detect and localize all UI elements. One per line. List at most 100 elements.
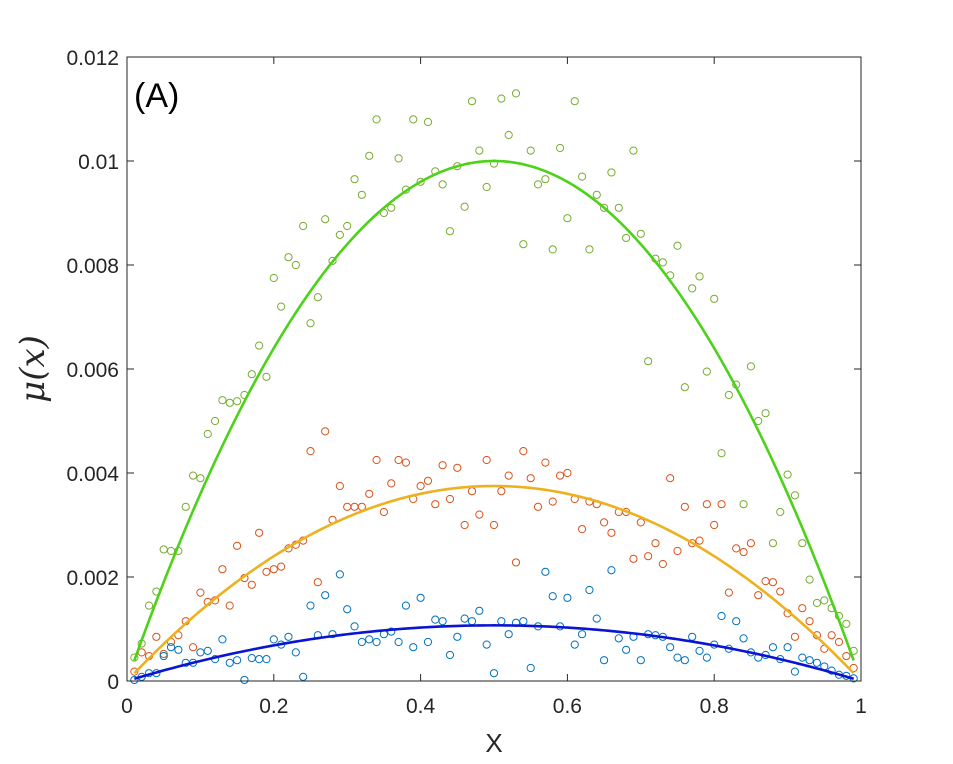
green-markers-point [658, 258, 667, 267]
red-markers-point [497, 487, 506, 496]
blue-markers-point [783, 643, 792, 652]
blue-markers-point [739, 634, 748, 643]
blue-markers-point [790, 667, 800, 676]
red-markers [130, 427, 858, 676]
green-markers-point [622, 233, 631, 243]
green-markers-point [350, 175, 359, 184]
red-markers-point [827, 631, 836, 640]
blue-markers-point [159, 651, 168, 661]
blue-markers-point [636, 656, 645, 665]
blue-markers-point [600, 656, 609, 665]
blue-markers-point [130, 675, 139, 685]
green-markers-point [438, 180, 447, 189]
green-markers-point [541, 175, 550, 184]
red-markers-point [717, 500, 726, 509]
x-tick-label: 0.4 [406, 695, 436, 718]
x-axis-label: X [485, 728, 502, 758]
x-tick-label: 0.6 [553, 695, 582, 718]
green-markers-point [387, 203, 396, 212]
green-markers-point [482, 182, 491, 192]
blue-markers-point [695, 646, 704, 655]
green-markers-point [680, 383, 689, 392]
green-markers-point [776, 507, 785, 517]
x-tick-label: 0.2 [259, 695, 288, 718]
blue-markers-point [357, 637, 366, 647]
green-markers-point [798, 539, 807, 548]
blue-markers-point [299, 672, 308, 681]
red-markers-point [636, 518, 645, 527]
green-markers-point [181, 502, 190, 511]
green-markers-point [636, 229, 645, 238]
green-markers-point [284, 253, 293, 262]
blue-markers-point [218, 635, 227, 644]
green-markers-point [614, 203, 623, 212]
green-markers-point [842, 619, 851, 628]
red-markers-point [475, 510, 484, 519]
red-markers-point [401, 458, 411, 467]
blue-markers-point [262, 655, 271, 664]
red-markers-point [188, 643, 198, 652]
red-markers-point [563, 468, 572, 478]
red-markers-point [379, 507, 388, 517]
green-curve [133, 159, 855, 661]
green-markers-point [299, 221, 308, 231]
green-markers-point [475, 146, 484, 155]
green-markers-point [577, 172, 587, 181]
green-markers-point [519, 240, 528, 249]
red-markers-point [533, 502, 543, 511]
blue-markers-point [702, 653, 711, 662]
red-markers-point [247, 580, 256, 589]
blue-markers-point [174, 645, 183, 654]
red-markers-point [688, 539, 697, 548]
blue-markers-point [335, 570, 344, 579]
red-markers-point [739, 547, 748, 557]
red-markers-point [255, 528, 264, 537]
blue-markers-point [504, 630, 513, 639]
green-markers-point [445, 227, 455, 236]
red-markers-point [658, 559, 667, 569]
blue-markers-point [240, 675, 249, 685]
red-markers-point [269, 565, 278, 574]
green-markers-point [710, 294, 719, 303]
green-markers-point [357, 190, 366, 199]
red-markers-point [519, 447, 528, 456]
red-markers-point [196, 588, 205, 597]
red-markers-point [746, 539, 756, 548]
blue-markers-point [768, 643, 778, 652]
green-markers-point [255, 341, 264, 350]
blue-markers-point [666, 643, 675, 652]
red-markers-point [673, 546, 682, 556]
green-markers-point [629, 146, 638, 155]
blue-markers-point [453, 632, 462, 641]
blue-markers-point [592, 614, 601, 623]
green-markers-point [761, 409, 770, 418]
blue-markers-point [585, 585, 594, 595]
blue-markers-point [423, 637, 433, 647]
green-markers-point [467, 97, 477, 106]
blue-markers-point [526, 663, 535, 673]
green-markers-point [746, 362, 756, 371]
blue-markers-point [328, 630, 337, 639]
blue-markers-point [306, 601, 315, 610]
red-markers-point [511, 558, 521, 567]
red-markers-point [732, 544, 741, 553]
red-markers-point [776, 587, 785, 596]
red-markers-point [482, 455, 491, 465]
blue-markers-point [284, 632, 293, 641]
green-markers-point [233, 397, 242, 406]
blue-markers-point [233, 656, 242, 665]
blue-markers-point [680, 656, 689, 665]
blue-markers-point [563, 593, 572, 602]
red-markers-point [313, 578, 322, 587]
panel-label: (A) [134, 77, 179, 115]
red-markers-point [805, 617, 814, 626]
red-markers-point [365, 489, 374, 498]
red-markers-point [372, 455, 381, 465]
blue-markers-point [166, 643, 176, 652]
red-markers-point [489, 520, 499, 530]
green-markers-point [291, 260, 300, 270]
green-markers-point [306, 319, 315, 328]
y-tick-label: 0.006 [66, 359, 119, 382]
green-markers-point [702, 367, 711, 376]
